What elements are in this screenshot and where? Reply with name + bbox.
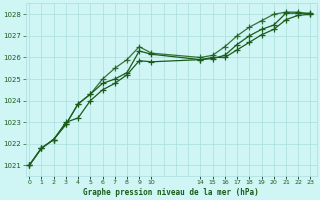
- X-axis label: Graphe pression niveau de la mer (hPa): Graphe pression niveau de la mer (hPa): [83, 188, 259, 197]
